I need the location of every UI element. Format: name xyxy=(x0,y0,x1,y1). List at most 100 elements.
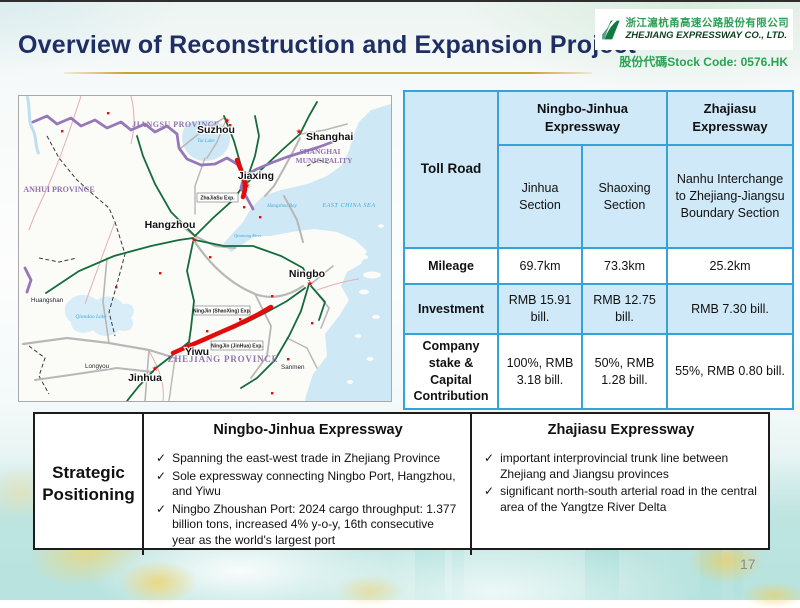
cell-investment-shaoxing: RMB 12.75 bill. xyxy=(581,283,668,335)
company-name-cn: 浙江滬杭甬高速公路股份有限公司 xyxy=(625,17,789,29)
section-title: Ningbo-Jinhua Expressway xyxy=(213,422,403,438)
label-shanghai-municipality-1: SHANGHAI xyxy=(300,147,341,156)
title-underline xyxy=(64,72,592,74)
label-city-suzhou: Suzhou xyxy=(197,124,235,136)
city-star-icon: ★ xyxy=(187,340,194,349)
table-row: Mileage 69.7km 73.3km 25.2km xyxy=(403,247,794,285)
list-item: ✓ Sole expressway connecting Ningbo Port,… xyxy=(156,469,460,500)
table-header-group-zhajiasu: Zhajiasu Expressway xyxy=(666,90,794,146)
table-subheader-shaoxing-section: Shaoxing Section xyxy=(581,144,668,249)
cell-mileage-jinhua: 69.7km xyxy=(497,247,583,285)
label-town-huangshan: Huangshan xyxy=(31,297,64,304)
city-star-icon: ★ xyxy=(224,116,231,125)
route-ningbo-jinhua-red xyxy=(170,304,274,356)
expressway-tag-ningjin-shaoxing: NingJin (ShaoXing) Exp. xyxy=(193,305,252,316)
expressway-tag-zhajiasu: ZhaJiaSu Exp. xyxy=(196,192,239,203)
city-star-icon: ★ xyxy=(152,364,159,373)
section-title: Zhajiasu Expressway xyxy=(547,422,695,438)
cell-investment-zhajiasu: RMB 7.30 bill. xyxy=(666,283,794,335)
qiandao-lake-shape xyxy=(64,294,134,336)
table-header-toll-road: Toll Road xyxy=(403,90,499,249)
company-name-en: ZHEJIANG EXPRESSWAY CO., LTD. xyxy=(625,30,788,42)
province-map: ZhaJiaSu Exp. NingJin (ShaoXing) Exp. Ni… xyxy=(18,95,392,402)
section-ningbo-jinhua: Ningbo-Jinhua Expressway ✓ Spanning the e… xyxy=(144,414,472,555)
list-item: ✓ important interprovincial trunk line be… xyxy=(484,451,758,482)
section-zhajiasu: Zhajiasu Expressway ✓ important interprov… xyxy=(472,414,768,555)
list-item: ✓ Ningbo Zhoushan Port: 2024 cargo throug… xyxy=(156,502,460,549)
stock-code: 股份代碼Stock Code: 0576.HK xyxy=(619,55,788,69)
label-town-longyou: Longyou xyxy=(85,363,110,370)
cell-stake-jinhua: 100%, RMB 3.18 bill. xyxy=(497,333,583,410)
yellow-splash xyxy=(335,575,405,607)
table-subheader-jinhua-section: Jinhua Section xyxy=(497,144,583,249)
list-item-text: Ningbo Zhoushan Port: 2024 cargo through… xyxy=(172,501,457,547)
strategic-positioning-box: Strategic Positioning Ningbo-Jinhua Expr… xyxy=(33,412,770,555)
tai-lake-shape xyxy=(182,120,230,161)
cell-investment-jinhua: RMB 15.91 bill. xyxy=(497,283,583,335)
label-town-sanmen: Sanmen xyxy=(281,364,305,371)
label-hangzhou-bay: Hangzhou Bay xyxy=(266,204,297,209)
city-star-icon: ★ xyxy=(296,127,303,136)
table-subheader-nanhu-section: Nanhu Interchange to Zhejiang-Jiangsu Bo… xyxy=(666,144,794,249)
list-item: ✓ Spanning the east-west trade in Zhejian… xyxy=(156,451,460,467)
row-label-company-stake: Company stake & Capital Contribution xyxy=(403,333,499,410)
cell-stake-zhajiasu: 55%, RMB 0.80 bill. xyxy=(666,333,794,410)
label-shanghai-municipality-2: MUNICIPALITY xyxy=(296,156,354,165)
expressway-tag-label: NingJin (ShaoXing) Exp. xyxy=(193,309,252,315)
expressway-green-network xyxy=(45,101,327,401)
row-label-mileage: Mileage xyxy=(403,247,499,285)
top-edge-line xyxy=(0,0,800,2)
table-row: Investment RMB 15.91 bill. RMB 12.75 bil… xyxy=(403,283,794,335)
label-city-hangzhou: Hangzhou xyxy=(145,219,196,231)
list-item-text: important interprovincial trunk line bet… xyxy=(500,451,729,481)
toll-road-table: Toll Road Ningbo-Jinhua Expressway Zhaji… xyxy=(403,90,794,410)
river-line xyxy=(25,96,41,155)
company-logo-panel: 浙江滬杭甬高速公路股份有限公司 ZHEJIANG EXPRESSWAY CO.,… xyxy=(595,9,793,50)
check-icon: ✓ xyxy=(156,451,167,465)
cell-stake-shaoxing: 50%, RMB 1.28 bill. xyxy=(581,333,668,410)
route-zhajiasu-red xyxy=(234,157,248,200)
label-anhui-province: ANHUI PROVINCE xyxy=(23,185,94,194)
expressway-tag-label: ZhaJiaSu Exp. xyxy=(200,196,235,202)
expressway-tag-label: NingJin (JinHua) Exp. xyxy=(211,344,263,350)
label-qiandao-lake: Qiandao Lake xyxy=(75,314,107,320)
check-icon: ✓ xyxy=(484,484,495,499)
page-number: 17 xyxy=(740,556,756,572)
road-network xyxy=(21,117,348,401)
table-row: Company stake & Capital Contribution 100… xyxy=(403,333,794,410)
label-city-yiwu: Yiwu xyxy=(185,346,209,358)
sea-shape xyxy=(223,104,391,401)
city-star-icon: ★ xyxy=(244,181,251,190)
islands xyxy=(347,224,384,384)
label-city-ningbo: Ningbo xyxy=(289,268,325,280)
label-city-jinhua: Jinhua xyxy=(128,372,162,384)
check-icon: ✓ xyxy=(156,501,167,516)
city-star-icon: ★ xyxy=(191,235,198,244)
check-icon: ✓ xyxy=(156,468,167,483)
company-logo-icon xyxy=(599,18,622,41)
bullet-list: ✓ important interprovincial trunk line be… xyxy=(484,451,758,515)
expressway-tag-ningjin-jinhua: NingJin (JinHua) Exp. xyxy=(210,340,263,351)
minor-boundary-lines xyxy=(28,96,360,401)
label-city-jiaxing: Jiaxing xyxy=(238,170,274,182)
list-item-text: Spanning the east-west trade in Zhejiang… xyxy=(172,451,441,465)
label-zhejiang-province: ZHEJIANG PROVINCE xyxy=(168,354,279,364)
list-item: ✓ significant north-south arterial road i… xyxy=(484,484,758,515)
table-header-group-ningbo-jinhua: Ningbo-Jinhua Expressway xyxy=(497,90,668,146)
cell-mileage-shaoxing: 73.3km xyxy=(581,247,668,285)
list-item-text: significant north-south arterial road in… xyxy=(500,484,757,514)
list-item-text: Sole expressway connecting Ningbo Port, … xyxy=(172,468,456,499)
city-star-icon: ★ xyxy=(307,279,314,288)
cell-mileage-zhajiasu: 25.2km xyxy=(666,247,794,285)
label-jiangsu-province: JIANGSU PROVINCE xyxy=(132,120,220,129)
dashed-boundary-lines xyxy=(28,135,332,395)
label-tai-lake: Tai Lake xyxy=(197,139,215,144)
bullet-list: ✓ Spanning the east-west trade in Zhejian… xyxy=(156,451,460,549)
strategic-positioning-label: Strategic Positioning xyxy=(35,414,144,555)
toll-station-markers xyxy=(61,112,314,395)
row-label-investment: Investment xyxy=(403,283,499,335)
page-title: Overview of Reconstruction and Expansion… xyxy=(18,31,637,59)
check-icon: ✓ xyxy=(484,451,495,465)
label-qiantang-river: Qiantang River xyxy=(234,233,262,238)
label-city-shanghai: Shanghai xyxy=(306,131,353,143)
